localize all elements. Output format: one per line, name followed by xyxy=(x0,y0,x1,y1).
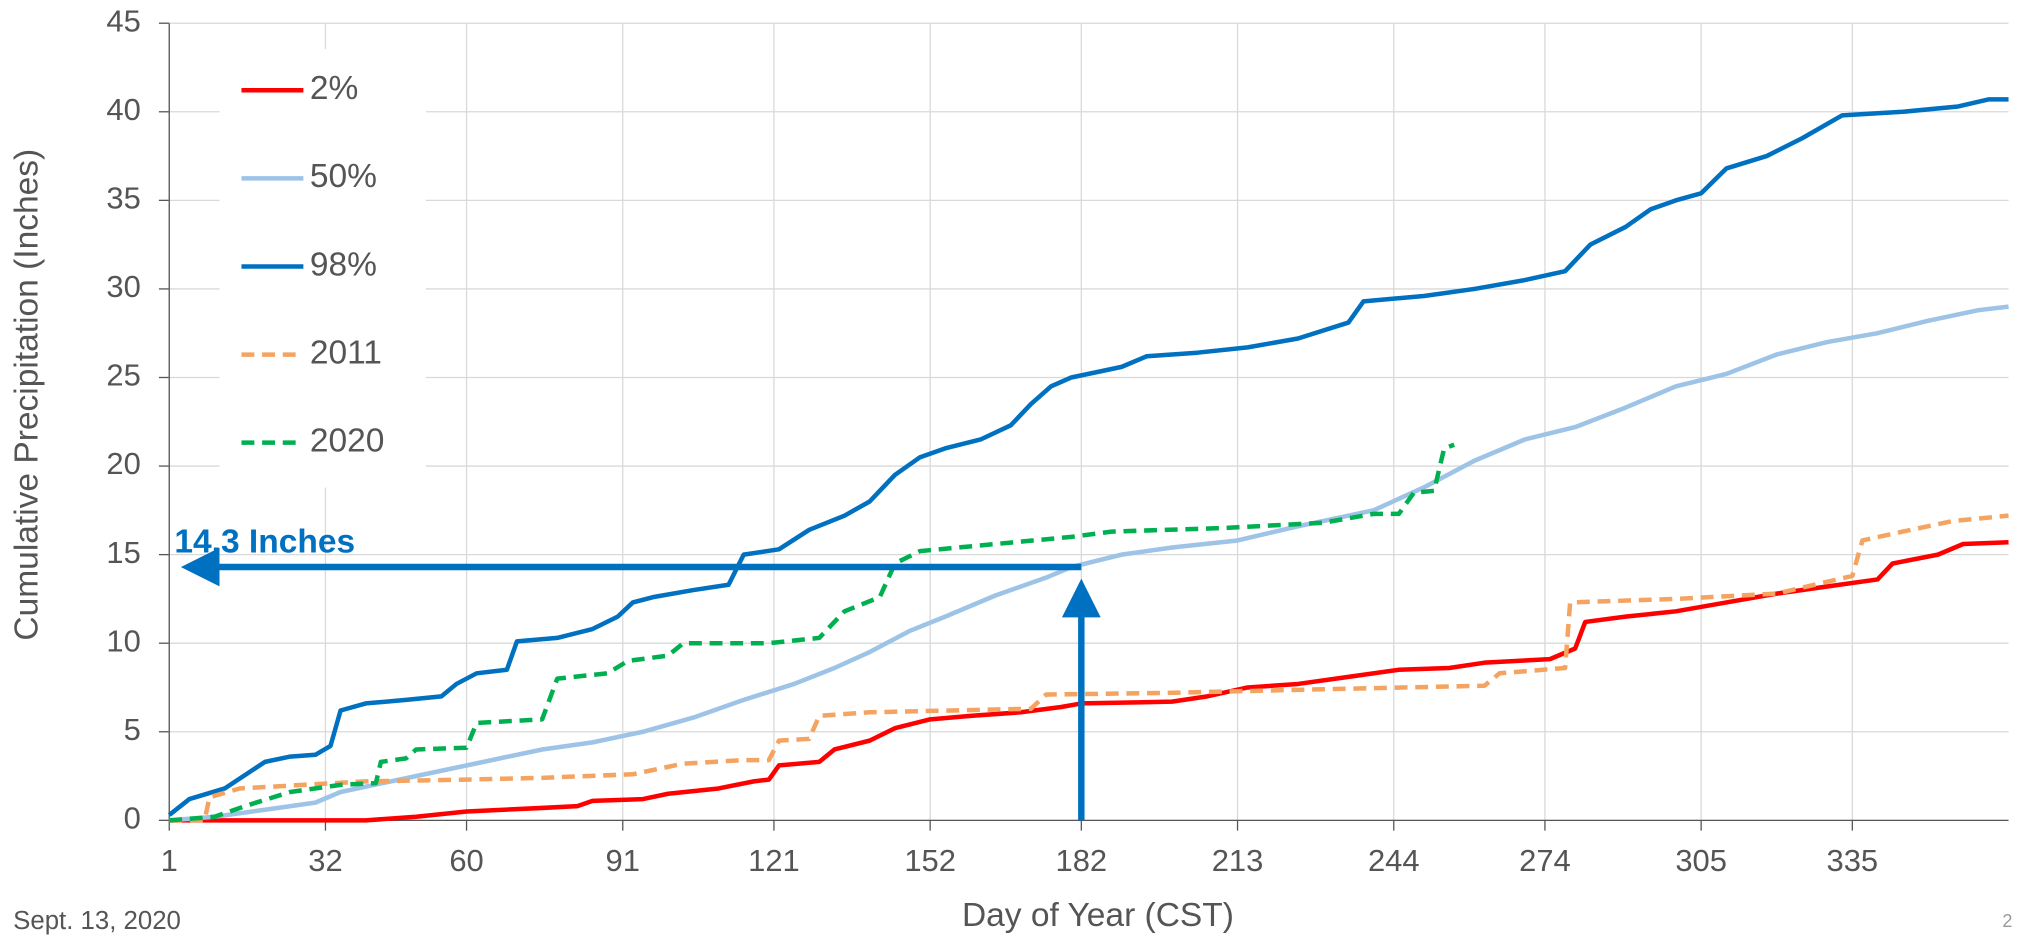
x-tick-label: 152 xyxy=(904,843,956,878)
footer: Sept. 13, 2020 xyxy=(13,907,181,935)
x-tick-label: 121 xyxy=(748,843,800,878)
y-axis-title: Cumulative Precipitation (Inches) xyxy=(9,149,46,641)
y-tick-label: 5 xyxy=(124,712,141,747)
y-tick-label: 35 xyxy=(106,181,140,216)
legend: 2% 50% 98% 2011 2020 xyxy=(219,49,426,488)
series-line xyxy=(169,304,2009,823)
y-tick-label: 20 xyxy=(106,446,140,481)
x-tick-label: 60 xyxy=(449,843,483,878)
y-tick-label: 0 xyxy=(124,801,141,836)
legend-label: 50% xyxy=(310,158,377,195)
y-tick-label: 25 xyxy=(106,358,140,393)
x-tick-label: 244 xyxy=(1368,843,1420,878)
y-tick-label: 45 xyxy=(106,3,140,38)
x-tick-label: 335 xyxy=(1827,843,1879,878)
page-number: 2 xyxy=(2002,911,2012,931)
x-tick-label: 213 xyxy=(1212,843,1264,878)
x-tick-label: 1 xyxy=(161,843,178,878)
x-tick-label: 305 xyxy=(1675,843,1727,878)
x-tick-label: 32 xyxy=(308,843,342,878)
x-tick-label: 91 xyxy=(606,843,640,878)
series-line xyxy=(167,97,2009,817)
x-tick-label: 182 xyxy=(1056,843,1108,878)
y-tick-label: 10 xyxy=(106,623,140,658)
annotation-label: 14.3 Inches xyxy=(174,524,355,561)
x-tick-label: 274 xyxy=(1519,843,1571,878)
y-tick-label: 15 xyxy=(106,535,140,570)
series-line xyxy=(169,513,2009,823)
legend-label: 2% xyxy=(310,70,358,107)
legend-label: 98% xyxy=(310,246,377,283)
y-tick-label: 30 xyxy=(106,269,140,304)
y-tick-label: 40 xyxy=(106,92,140,127)
legend-label: 2020 xyxy=(310,423,385,460)
x-axis-title: Day of Year (CST) xyxy=(962,897,1234,934)
legend-label: 2011 xyxy=(310,334,382,371)
series-line xyxy=(169,442,1455,823)
